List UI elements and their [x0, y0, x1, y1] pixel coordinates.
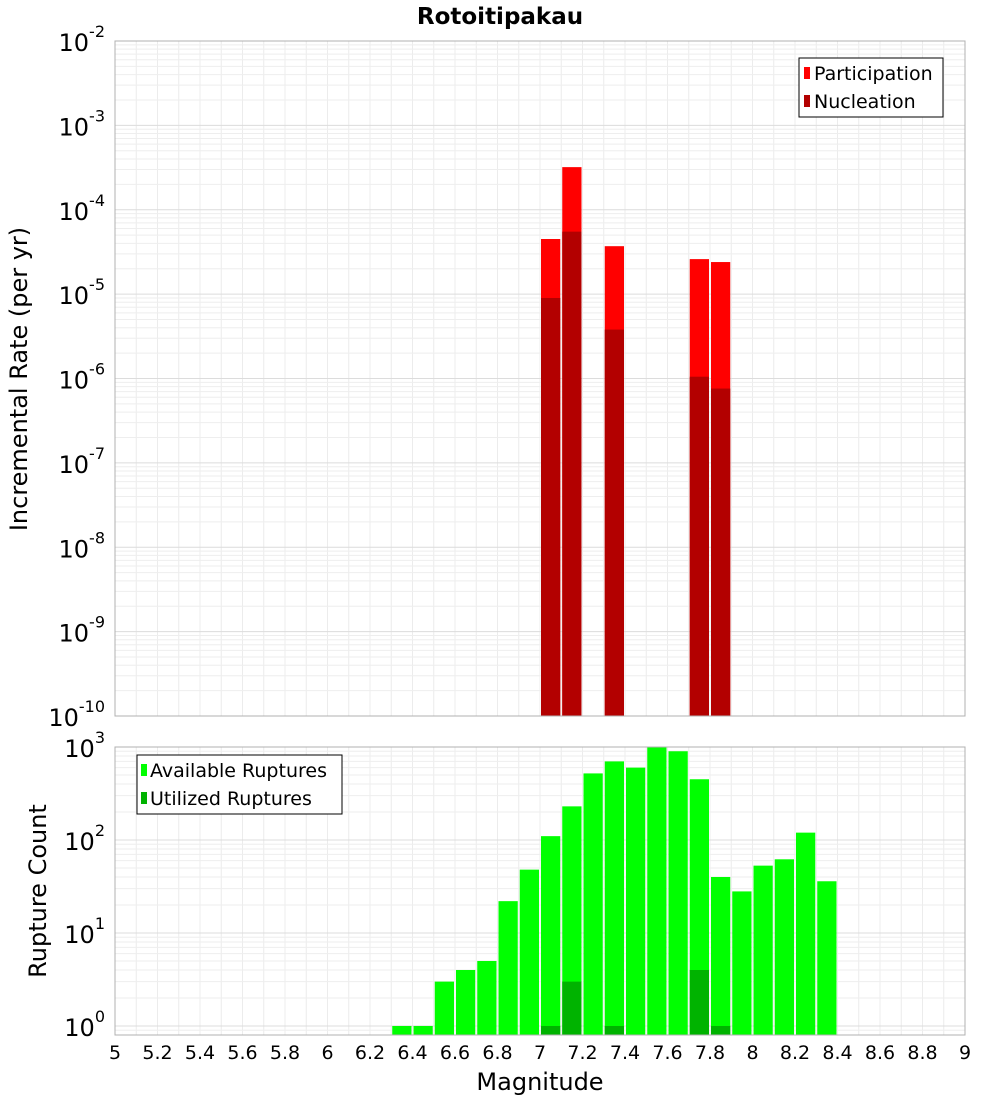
top-bar-nucleation: [689, 376, 709, 716]
x-tick-label: 5: [109, 1042, 121, 1064]
x-ticks: 5 5.2 5.4 5.6 5.8 6 6.2 6.4 6.6 6.8 7 7.2 7.4 7.6 7.8 8…: [109, 1042, 971, 1064]
top-y-tick-label: 10-4: [59, 191, 106, 226]
bottom-y-tick-label: 101: [64, 914, 105, 949]
top-bar-nucleation: [562, 231, 582, 716]
top-y-ticks: 10-10 10-9 10-8 10-7 10-6 10-5 10-4 10-3 10-2: [48, 22, 105, 732]
bottom-bar-available-ruptures: [434, 981, 454, 1035]
bottom-bar-available-ruptures: [413, 1025, 433, 1035]
top-y-tick-label: 10-10: [48, 697, 105, 732]
legend-swatch-participation: [804, 67, 810, 79]
bottom-bar-utilized-ruptures: [711, 1025, 731, 1035]
bottom-y-ticks: 100 101 102 103: [64, 728, 105, 1042]
bottom-bar-available-ruptures: [583, 773, 603, 1035]
x-tick-label: 8.2: [780, 1042, 810, 1064]
bottom-legend: Available Ruptures Utilized Ruptures: [136, 754, 343, 815]
x-tick-label: 5.4: [185, 1042, 215, 1064]
bottom-bar-utilized-ruptures: [562, 981, 582, 1035]
bottom-bar-available-ruptures: [753, 865, 773, 1035]
x-tick-label: 5.6: [227, 1042, 257, 1064]
legend-label-utilized: Utilized Ruptures: [150, 788, 312, 810]
bottom-y-tick-label: 102: [64, 821, 105, 856]
x-tick-label: 6.2: [355, 1042, 385, 1064]
top-bar-nucleation: [541, 297, 561, 716]
x-tick-label: 7.6: [652, 1042, 682, 1064]
bottom-bar-available-ruptures: [647, 747, 667, 1035]
top-y-tick-label: 10-7: [59, 444, 106, 479]
top-y-tick-label: 10-3: [59, 106, 106, 141]
bottom-bar-available-ruptures: [498, 901, 518, 1035]
legend-label-participation: Participation: [814, 63, 933, 85]
bottom-bar-available-ruptures: [519, 869, 539, 1035]
bottom-legend-box: [136, 754, 343, 815]
bottom-bar-available-ruptures: [668, 751, 688, 1035]
bottom-y-tick-label: 100: [64, 1007, 105, 1042]
bottom-bar-available-ruptures: [541, 836, 561, 1035]
bottom-bar-utilized-ruptures: [541, 1025, 561, 1035]
x-tick-label: 7: [534, 1042, 546, 1064]
legend-label-available: Available Ruptures: [150, 760, 327, 782]
top-y-tick-label: 10-9: [59, 613, 106, 648]
x-tick-label: 5.2: [142, 1042, 172, 1064]
x-axis-title: Magnitude: [476, 1068, 603, 1096]
top-grid: [114, 41, 966, 717]
bottom-y-tick-label: 103: [64, 728, 105, 763]
top-bar-nucleation: [711, 388, 731, 716]
bottom-y-axis-title: Rupture Count: [24, 804, 52, 978]
legend-swatch-available: [141, 764, 147, 776]
bottom-bar-utilized-ruptures: [689, 969, 709, 1035]
chart-title: Rotoitipakau: [417, 4, 583, 30]
x-tick-label: 8.8: [907, 1042, 937, 1064]
top-bars: [541, 167, 731, 716]
top-y-tick-label: 10-5: [59, 275, 106, 310]
top-y-axis-title: Incremental Rate (per yr): [5, 227, 33, 531]
top-panel: 10-10 10-9 10-8 10-7 10-6 10-5 10-4 10-3 10-2 In…: [5, 22, 966, 732]
x-tick-label: 8.6: [865, 1042, 895, 1064]
x-tick-label: 5.8: [270, 1042, 300, 1064]
bottom-bar-utilized-ruptures: [604, 1025, 624, 1035]
bottom-plot-border: [114, 746, 966, 1036]
x-tick-label: 8.4: [822, 1042, 852, 1064]
x-tick-label: 6.4: [397, 1042, 427, 1064]
top-plot-border: [114, 40, 966, 717]
bottom-bar-available-ruptures: [774, 859, 794, 1035]
bottom-bar-available-ruptures: [711, 877, 731, 1035]
legend-swatch-nucleation: [804, 95, 810, 107]
bottom-bar-available-ruptures: [604, 761, 624, 1035]
x-tick-label: 6.8: [482, 1042, 512, 1064]
bottom-bar-available-ruptures: [626, 767, 646, 1035]
bottom-panel: 100 101 102 103 Rupture Count Available Rup…: [24, 728, 966, 1042]
top-y-tick-label: 10-2: [59, 22, 106, 57]
bottom-bar-available-ruptures: [562, 806, 582, 1035]
top-y-tick-label: 10-6: [59, 360, 106, 395]
bottom-bar-available-ruptures: [817, 881, 837, 1035]
bottom-bar-available-ruptures: [732, 891, 752, 1035]
bottom-bars: [392, 747, 837, 1035]
top-bar-nucleation: [604, 329, 624, 716]
x-tick-label: 7.2: [567, 1042, 597, 1064]
x-tick-label: 6: [321, 1042, 333, 1064]
legend-label-nucleation: Nucleation: [814, 91, 916, 113]
top-legend-box: [798, 57, 944, 118]
x-tick-label: 7.4: [610, 1042, 640, 1064]
x-tick-label: 6.6: [440, 1042, 470, 1064]
bottom-bar-available-ruptures: [477, 960, 497, 1035]
bottom-bar-available-ruptures: [796, 832, 816, 1035]
bottom-bar-available-ruptures: [456, 969, 476, 1035]
top-legend: Participation Nucleation: [798, 57, 944, 118]
bottom-bar-available-ruptures: [392, 1025, 412, 1035]
top-y-tick-label: 10-8: [59, 528, 106, 563]
x-tick-label: 7.8: [695, 1042, 725, 1064]
legend-swatch-utilized: [141, 792, 147, 804]
x-tick-label: 9: [959, 1042, 971, 1064]
x-tick-label: 8: [746, 1042, 758, 1064]
